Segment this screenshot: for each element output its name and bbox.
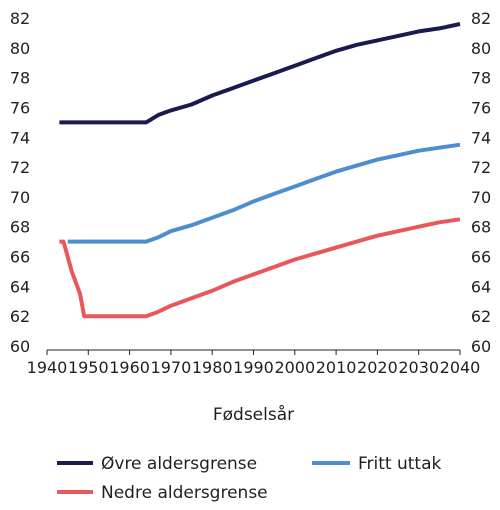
axes-group: 1940 1950 1960 1970 1980 1990 2000 2010 2020 2030… (10, 9, 491, 377)
series-line-1 (67, 142, 461, 244)
series-line-0 (59, 22, 461, 125)
legend-label-1: Fritt uttak (358, 454, 442, 474)
x-tick-label: 2000 (274, 358, 315, 377)
legend: Øvre aldersgrense Fritt uttak Nedre alders… (57, 454, 442, 503)
y-tick-label-left: 68 (10, 218, 30, 237)
y-tick-label-right: 76 (471, 98, 491, 117)
x-tick-label: 1990 (233, 358, 274, 377)
series-line-2 (59, 217, 461, 319)
y-tick-label-left: 80 (10, 39, 30, 58)
y-tick-label-right: 70 (471, 188, 491, 207)
x-tick-label: 2040 (440, 358, 481, 377)
x-axis-title: Fødselsår (213, 404, 294, 425)
series-lines (59, 22, 461, 319)
y-tick-label-right: 74 (471, 128, 491, 147)
x-tick-label: 2020 (357, 358, 398, 377)
y-tick-label-right: 66 (471, 248, 491, 267)
x-tick-label: 1940 (27, 358, 68, 377)
y-tick-label-left: 70 (10, 188, 30, 207)
y-ticks-right: 60 62 64 66 68 70 72 74 76 78 80 82 (471, 9, 491, 356)
y-ticks-left: 60 62 64 66 68 70 72 74 76 78 80 82 (10, 9, 30, 356)
y-tick-label-right: 82 (471, 9, 491, 28)
x-tick-label: 1950 (68, 358, 109, 377)
y-tick-label-left: 76 (10, 98, 30, 117)
y-tick-label-right: 72 (471, 158, 491, 177)
y-tick-label-left: 64 (10, 277, 30, 296)
y-tick-label-right: 60 (471, 337, 491, 356)
y-tick-label-right: 64 (471, 277, 491, 296)
y-tick-label-right: 68 (471, 218, 491, 237)
y-tick-label-right: 78 (471, 69, 491, 88)
x-tick-label: 2010 (316, 358, 357, 377)
legend-label-2: Nedre aldersgrense (101, 483, 268, 503)
y-tick-label-left: 66 (10, 248, 30, 267)
y-tick-label-right: 80 (471, 39, 491, 58)
y-tick-label-right: 62 (471, 307, 491, 326)
y-tick-label-left: 82 (10, 9, 30, 28)
y-tick-label-left: 62 (10, 307, 30, 326)
y-tick-label-left: 60 (10, 337, 30, 356)
x-tick-label: 1980 (192, 358, 233, 377)
legend-label-0: Øvre aldersgrense (101, 454, 257, 474)
x-tick-label: 2030 (398, 358, 439, 377)
x-tick-label: 1970 (151, 358, 192, 377)
y-tick-label-left: 72 (10, 158, 30, 177)
x-ticks: 1940 1950 1960 1970 1980 1990 2000 2010 2020 2030… (27, 350, 481, 377)
x-tick-label: 1960 (109, 358, 150, 377)
y-tick-label-left: 74 (10, 128, 30, 147)
y-tick-label-left: 78 (10, 69, 30, 88)
